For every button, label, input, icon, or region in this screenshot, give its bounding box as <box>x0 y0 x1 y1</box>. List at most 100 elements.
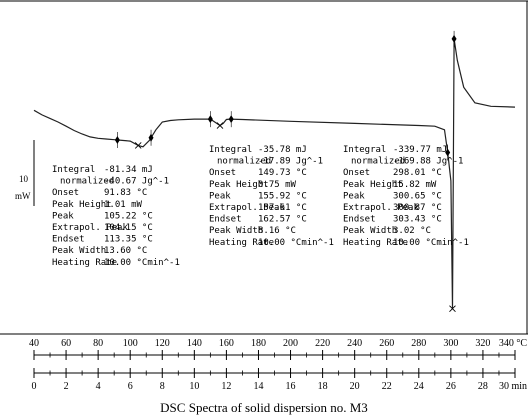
temperature-tick-label: 220 <box>315 338 330 349</box>
annotation-value: -35.78 mJ <box>258 145 307 155</box>
annotation-label: Extrapol. Peak <box>343 203 419 213</box>
annotation-label: Endset <box>52 235 85 245</box>
annotation-label: Extrapol. Peak <box>209 203 285 213</box>
time-axis: 0 2 4 6 8 10 12 14 16 18 20 22 24 26 28 30 min <box>32 368 527 392</box>
annotation-label: Onset <box>343 168 370 178</box>
peak-annotation-3: Integral -339.77 mJ normalized-169.88 Jg^-… <box>343 145 469 248</box>
time-tick-label: 10 <box>189 381 199 392</box>
annotation-value: 303.43 °C <box>393 215 442 225</box>
annotation-value: 8.16 °C <box>258 226 296 236</box>
annotation-value: 1.01 mW <box>104 200 143 210</box>
annotation-label: Heating Rate <box>343 238 408 248</box>
time-tick-label: 30 min <box>499 381 527 392</box>
annotation-label: Peak Height <box>209 180 269 190</box>
temperature-tick-label: 280 <box>411 338 426 349</box>
temperature-tick-label: 80 <box>93 338 103 349</box>
annotation-label: normalized <box>217 157 271 167</box>
annotation-label: Integral <box>343 145 386 155</box>
time-tick-label: 20 <box>350 381 360 392</box>
annotation-label: Heating Rate <box>52 258 117 268</box>
annotation-label: Onset <box>52 188 79 198</box>
time-tick-label: 2 <box>64 381 69 392</box>
peak-annotation-1: Integral -81.34 mJ normalized-40.67 Jg^-1 O… <box>52 165 180 268</box>
temperature-tick-label: 120 <box>155 338 170 349</box>
temperature-tick-label: 140 <box>187 338 202 349</box>
time-tick-label: 12 <box>221 381 231 392</box>
annotation-value: 105.22 °C <box>104 211 153 221</box>
annotation-label: Onset <box>209 168 236 178</box>
temperature-tick-label: 300 <box>443 338 458 349</box>
annotation-label: Peak Width <box>209 226 263 236</box>
annotation-label: Peak <box>52 211 74 221</box>
annotation-label: Integral <box>52 165 95 175</box>
annotation-value: 149.73 °C <box>258 168 307 178</box>
time-tick-label: 24 <box>414 381 424 392</box>
annotation-label: Endset <box>209 215 242 225</box>
temperature-tick-label: 40 <box>29 338 39 349</box>
temperature-tick-label: 200 <box>283 338 298 349</box>
annotation-value: 298.01 °C <box>393 168 442 178</box>
peak-marker <box>449 305 456 313</box>
annotation-value: 300.65 °C <box>393 191 442 201</box>
time-tick-label: 28 <box>478 381 488 392</box>
annotation-value: -40.67 Jg^-1 <box>104 177 169 187</box>
annotation-value: -17.89 Jg^-1 <box>258 157 323 167</box>
annotation-value: -81.34 mJ <box>104 165 153 175</box>
peak-markers <box>114 30 457 313</box>
temperature-tick-label: 340 °C <box>499 338 527 349</box>
annotation-value: 155.92 °C <box>258 191 307 201</box>
dsc-curve <box>33 38 516 309</box>
annotation-label: Peak Height <box>343 180 403 190</box>
annotation-value: -339.77 mJ <box>393 145 447 155</box>
annotation-value: -169.88 Jg^-1 <box>393 157 463 167</box>
temperature-tick-label: 160 <box>219 338 234 349</box>
y-scale-value: 10 <box>19 174 29 184</box>
temperature-tick-label: 240 <box>347 338 362 349</box>
chart-caption: DSC Spectra of solid dispersion no. M3 <box>160 400 368 415</box>
annotation-value: 10.00 °Cmin^-1 <box>258 238 334 248</box>
time-tick-label: 18 <box>318 381 328 392</box>
annotation-label: Integral <box>209 145 252 155</box>
annotation-value: 0.75 mW <box>258 180 297 190</box>
y-scale-unit: mW <box>15 191 31 201</box>
temperature-tick-label: 260 <box>379 338 394 349</box>
annotation-label: Extrapol. Peak <box>52 223 128 233</box>
annotation-value: 300.87 °C <box>393 203 442 213</box>
temperature-tick-label: 180 <box>251 338 266 349</box>
time-tick-label: 16 <box>286 381 296 392</box>
annotation-label: Peak <box>209 191 231 201</box>
temperature-tick-label: 320 <box>475 338 490 349</box>
annotation-value: 91.83 °C <box>104 188 147 198</box>
annotation-label: normalized <box>60 177 114 187</box>
annotation-label: Peak Width <box>343 226 397 236</box>
annotation-label: Peak <box>343 191 365 201</box>
annotation-value: 15.82 mW <box>393 180 437 190</box>
time-tick-label: 6 <box>128 381 133 392</box>
annotation-value: 10.00 °Cmin^-1 <box>104 258 180 268</box>
temperature-tick-label: 100 <box>123 338 138 349</box>
annotation-value: 3.02 °C <box>393 226 431 236</box>
annotation-label: Endset <box>343 215 376 225</box>
time-tick-label: 22 <box>382 381 392 392</box>
time-tick-label: 26 <box>446 381 456 392</box>
annotation-value: 162.57 °C <box>258 215 307 225</box>
time-tick-label: 4 <box>96 381 101 392</box>
temperature-tick-label: 60 <box>61 338 71 349</box>
peak-marker <box>216 122 224 129</box>
annotation-label: Heating Rate <box>209 238 274 248</box>
annotation-value: 157.61 °C <box>258 203 307 213</box>
time-tick-label: 8 <box>160 381 165 392</box>
peak-annotation-2: Integral -35.78 mJ normalized-17.89 Jg^-1 O… <box>209 145 334 248</box>
annotation-label: Peak Width <box>52 246 106 256</box>
annotation-label: normalized <box>351 157 405 167</box>
peak-marker <box>134 142 142 149</box>
temperature-axis: 40 60 80 100 120 140 160 180 200 220 240 260 280 300 3… <box>29 338 527 360</box>
annotation-value: 104.15 °C <box>104 223 153 233</box>
annotation-value: 10.00 °Cmin^-1 <box>393 238 469 248</box>
annotation-label: Peak Height <box>52 200 112 210</box>
time-tick-label: 14 <box>253 381 263 392</box>
annotation-value: 113.35 °C <box>104 235 153 245</box>
annotation-value: 13.60 °C <box>104 246 147 256</box>
time-tick-label: 0 <box>32 381 37 392</box>
